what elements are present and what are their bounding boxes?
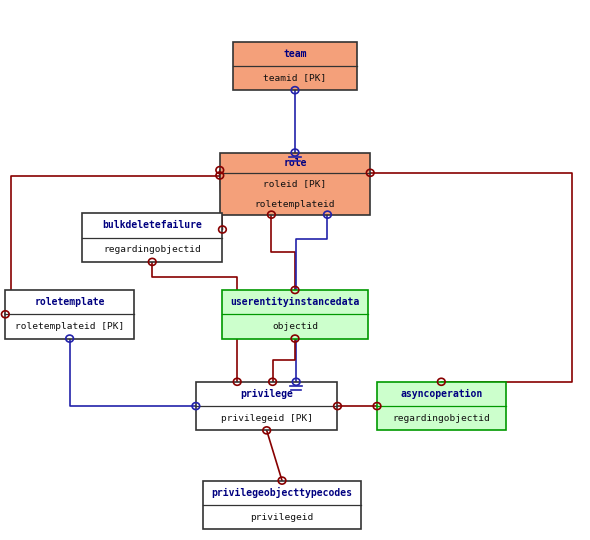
Text: privilege: privilege [240, 389, 293, 399]
Text: team: team [283, 49, 307, 59]
FancyBboxPatch shape [222, 290, 368, 339]
Text: roleid [PK]: roleid [PK] [263, 179, 327, 188]
FancyBboxPatch shape [219, 152, 371, 214]
Text: regardingobjectid: regardingobjectid [103, 245, 201, 254]
FancyBboxPatch shape [196, 382, 337, 430]
Text: roletemplateid [PK]: roletemplateid [PK] [15, 322, 124, 331]
FancyBboxPatch shape [5, 290, 134, 339]
FancyBboxPatch shape [82, 213, 222, 262]
Text: bulkdeletefailure: bulkdeletefailure [102, 220, 202, 231]
Text: privilegeid: privilegeid [250, 512, 314, 522]
FancyBboxPatch shape [203, 481, 361, 529]
FancyBboxPatch shape [233, 42, 357, 90]
Text: objectid: objectid [272, 322, 318, 331]
Text: roletemplate: roletemplate [34, 297, 105, 307]
Text: asyncoperation: asyncoperation [400, 389, 483, 399]
Text: privilegeobjecttypecodes: privilegeobjecttypecodes [212, 487, 352, 498]
Text: privilegeid [PK]: privilegeid [PK] [221, 414, 313, 423]
Text: role: role [283, 158, 307, 168]
Text: roletemplateid: roletemplateid [255, 200, 335, 209]
Text: userentityinstancedata: userentityinstancedata [230, 297, 360, 307]
Text: teamid [PK]: teamid [PK] [263, 73, 327, 83]
Text: regardingobjectid: regardingobjectid [392, 414, 490, 423]
FancyBboxPatch shape [377, 382, 506, 430]
